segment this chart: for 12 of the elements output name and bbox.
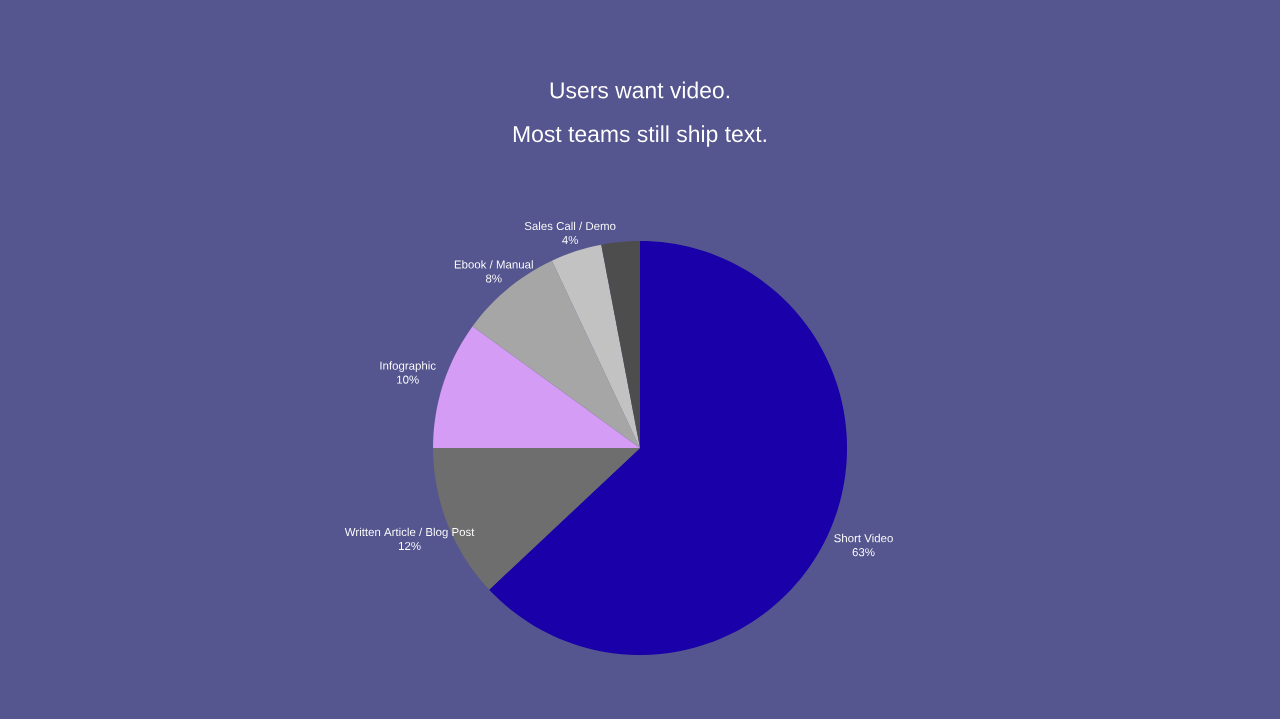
slice-label: Written Article / Blog Post [344, 527, 475, 539]
data-label: 63% [852, 548, 875, 557]
data-label: 12% [399, 541, 421, 550]
chart-title: Users want video. [550, 81, 729, 99]
slice-label: Infographic [380, 361, 436, 372]
data-label: 4% [562, 236, 578, 245]
chart-subtitle: Most teams still ship text. [513, 125, 766, 147]
slice-label: Short Video [834, 533, 893, 543]
data-label: 8% [485, 274, 502, 283]
slice-label: Ebook / Manual [454, 260, 533, 269]
data-label: 10% [397, 375, 419, 384]
slice-label: Sales Call / Demo [524, 221, 616, 231]
